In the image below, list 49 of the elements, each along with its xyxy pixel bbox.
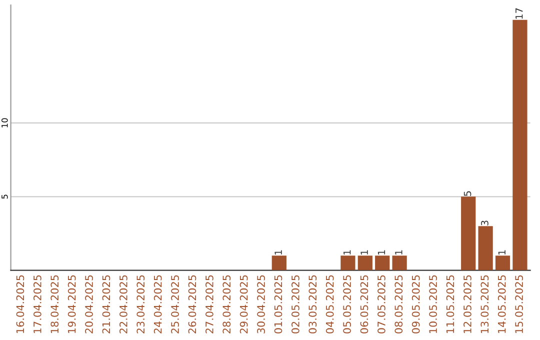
data-label: 3	[481, 220, 488, 226]
x-tick-label: 07.05.2025	[377, 275, 386, 334]
x-tick-label: 04.05.2025	[326, 275, 334, 334]
x-tick-label: 17.04.2025	[33, 275, 42, 333]
bar	[272, 256, 286, 270]
x-tick-label: 02.05.2025	[291, 275, 300, 334]
bar	[358, 256, 372, 270]
y-tick-label: 10	[1, 118, 8, 128]
x-tick-label: 01.05.2025	[274, 275, 282, 334]
x-tick-label: 30.04.2025	[257, 275, 265, 334]
x-tick-label: 14.05.2025	[498, 275, 506, 333]
data-label: 1	[378, 250, 386, 254]
x-tick-label: 25.04.2025	[171, 275, 179, 334]
data-label: 1	[395, 250, 402, 254]
x-tick-label: 26.04.2025	[188, 275, 196, 334]
bar	[512, 20, 528, 270]
data-label: 17	[516, 8, 523, 19]
bar	[495, 256, 510, 270]
x-tick-label: 08.05.2025	[394, 275, 403, 334]
x-tick-label: 20.04.2025	[85, 275, 93, 334]
x-tick-label: 21.04.2025	[102, 275, 110, 334]
bar	[478, 226, 493, 270]
x-tick-label: 29.04.2025	[240, 275, 248, 334]
bar	[461, 196, 476, 270]
x-tick-label: 15.05.2025	[515, 275, 523, 333]
x-tick-label: 16.04.2025	[16, 275, 24, 333]
x-tick-label: 09.05.2025	[412, 275, 420, 334]
data-label: 1	[360, 250, 368, 254]
bar	[375, 256, 390, 270]
x-tick-label: 06.05.2025	[360, 275, 368, 334]
x-tick-label: 24.04.2025	[154, 275, 162, 334]
x-tick-label: 03.05.2025	[308, 275, 317, 334]
bar	[340, 256, 356, 270]
x-tick-label: 05.05.2025	[343, 275, 351, 334]
x-tick-label: 28.04.2025	[222, 275, 231, 334]
data-label: 1	[498, 250, 506, 254]
data-label: 5	[464, 191, 472, 196]
x-tick-label: 27.04.2025	[205, 275, 214, 334]
x-tick-label: 22.04.2025	[119, 275, 128, 334]
bar	[392, 256, 407, 270]
x-tick-label: 11.05.2025	[446, 275, 454, 333]
x-tick-label: 12.05.2025	[464, 275, 472, 333]
data-label: 1	[274, 250, 282, 254]
x-tick-label: 10.05.2025	[429, 275, 437, 333]
data-label: 1	[344, 250, 351, 254]
x-tick-label: 23.04.2025	[136, 275, 145, 334]
x-tick-label: 13.05.2025	[480, 275, 489, 333]
x-tick-label: 19.04.2025	[68, 275, 76, 333]
x-tick-label: 18.04.2025	[50, 275, 59, 333]
